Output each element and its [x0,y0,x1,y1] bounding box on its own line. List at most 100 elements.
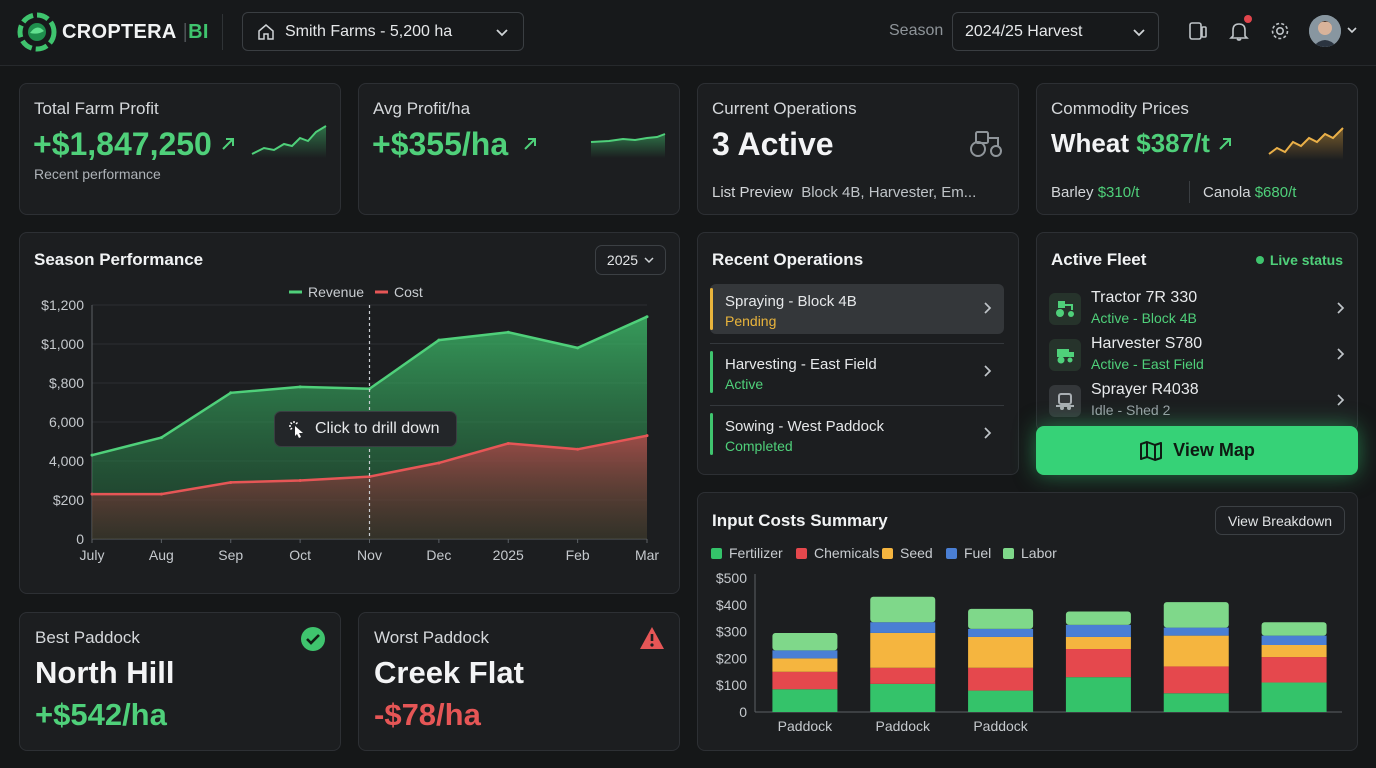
bar-segment [870,622,936,633]
y-tick-label: $,800 [49,375,84,391]
bar-segment [1261,682,1327,712]
chevron-right-icon [984,302,992,314]
fleet-item[interactable]: Harvester S780 Active - East Field [1049,335,1347,379]
bar-segment [1261,622,1327,636]
sparkline [590,133,666,158]
avg-profit-card[interactable]: Avg Profit/ha +$355/ha [358,83,680,215]
view-breakdown-button[interactable]: View Breakdown [1215,506,1345,535]
operation-name: Spraying - Block 4B [725,293,857,310]
active-fleet-card: Active Fleet Live status Tractor 7R 330 … [1036,232,1358,432]
chevron-right-icon [1337,394,1345,406]
farm-selector-value: Smith Farms - 5,200 ha [285,22,453,40]
operation-status: Pending [725,313,777,329]
card-label: Avg Profit/ha [373,99,471,118]
season-selector-value: 2024/25 Harvest [965,22,1083,40]
recent-operations-card: Recent Operations Spraying - Block 4B Pe… [697,232,1019,475]
avg-profit-value: +$355/ha [372,126,509,162]
x-tick-label: Paddock [778,718,833,734]
operation-name: Harvesting - East Field [725,356,877,373]
card-title: Season Performance [34,250,204,269]
bar-segment [1163,635,1229,667]
operation-item[interactable]: Sowing - West Paddock Completed [710,409,1004,459]
tablet-icon[interactable] [1185,18,1211,44]
drill-down-tooltip[interactable]: Click to drill down [274,411,457,447]
chevron-right-icon [1337,302,1345,314]
bar-segment [968,636,1034,668]
operation-name: Sowing - West Paddock [725,418,884,435]
input-costs-chart[interactable]: Fertilizer Chemicals Seed Fuel Labor 0 $100 $20… [697,492,1358,751]
revenue-point [90,453,94,457]
best-paddock-card[interactable]: Best Paddock North Hill +$542/ha [19,612,341,751]
fleet-status: Active - East Field [1091,356,1204,372]
notification-badge [1244,15,1252,23]
chevron-down-icon[interactable] [1346,24,1358,36]
fleet-name: Harvester S780 [1091,335,1203,352]
bar-segment [1065,649,1131,678]
bar-segment [870,683,936,712]
x-tick-label: Feb [566,547,590,563]
list-preview: List Preview Block 4B, Harvester, Em... [712,184,977,201]
bar-segment [968,628,1034,637]
worst-paddock-card[interactable]: Worst Paddock Creek Flat -$78/ha [358,612,680,751]
cost-point [645,434,649,438]
legend-label: Fertilizer [729,545,783,561]
bell-icon[interactable] [1226,15,1252,44]
gear-icon[interactable] [1267,18,1293,44]
revenue-point [368,387,371,391]
x-tick-label: Mar [635,547,659,563]
tooltip-text: Click to drill down [315,420,440,437]
fleet-item[interactable]: Sprayer R4038 Idle - Shed 2 [1049,381,1347,425]
legend-label: Cost [394,284,423,300]
fleet-status: Idle - Shed 2 [1091,402,1171,418]
legend-swatch [796,548,807,559]
divider [222,14,223,50]
card-title: Recent Operations [712,250,864,269]
revenue-point [298,385,302,389]
season-label: Season [889,22,944,39]
logo[interactable]: CROPTERA |BI [16,6,209,58]
year-select[interactable]: 2025 [595,245,666,275]
bar-segment [772,650,838,659]
fleet-name: Tractor 7R 330 [1091,289,1198,306]
barley-price: Barley $310/t [1051,184,1140,201]
divider [1189,181,1190,203]
live-status-label: Live status [1269,252,1343,268]
revenue-point [437,338,441,342]
current-operations-card[interactable]: Current Operations 3 Active List Preview… [697,83,1019,215]
x-tick-label: Aug [149,547,174,563]
fleet-item[interactable]: Tractor 7R 330 Active - Block 4B [1049,289,1347,333]
operation-item[interactable]: Spraying - Block 4B Pending [710,284,1004,334]
bar-segment [772,671,838,690]
x-tick-label: Paddock [876,718,931,734]
chevron-right-icon [984,427,992,439]
chevron-right-icon [1337,348,1345,360]
avatar[interactable] [1309,15,1341,47]
trend-up-icon [222,138,234,150]
x-tick-label: Oct [289,547,311,563]
best-paddock-name: North Hill [35,655,175,690]
tractor-icon [1049,293,1081,325]
y-tick-label: $100 [716,677,747,693]
card-title: Active Fleet [1051,250,1147,269]
sparkline [1268,127,1344,160]
bar-segment [1065,624,1131,637]
y-tick-label: $300 [716,624,747,640]
season-selector[interactable]: 2024/25 Harvest [952,12,1159,51]
farm-selector[interactable]: Smith Farms - 5,200 ha [242,12,524,51]
bar-segment [1163,666,1229,694]
view-map-button[interactable]: View Map [1036,426,1358,475]
total-profit-card[interactable]: Total Farm Profit +$1,847,250 Recent per… [19,83,341,215]
legend-swatch [882,548,893,559]
home-icon [258,23,274,40]
cost-point [298,479,302,482]
y-tick-label: $400 [716,597,747,613]
status-bar [710,351,713,393]
operation-item[interactable]: Harvesting - East Field Active [710,347,1004,397]
worst-paddock-name: Creek Flat [374,655,524,690]
logo-icon [17,12,57,52]
cost-point [159,492,163,496]
y-tick-label: $1,200 [41,297,84,313]
commodity-prices-card[interactable]: Commodity Prices Wheat $387/t Barley $31… [1036,83,1358,215]
revenue-point [645,315,649,319]
card-title: Input Costs Summary [712,511,888,530]
